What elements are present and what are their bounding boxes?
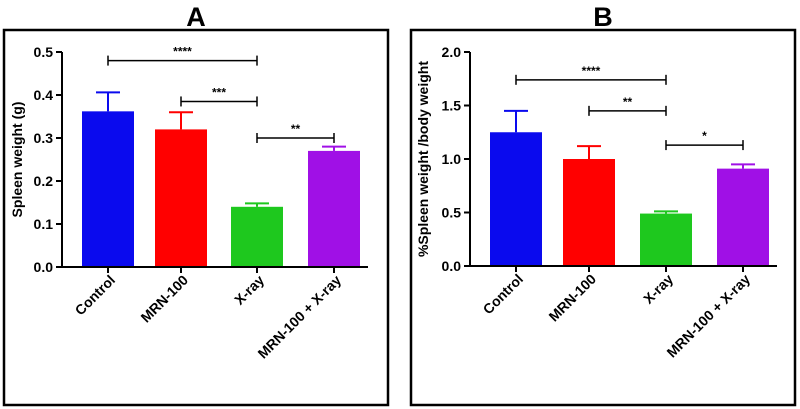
panel-b-label: B (593, 2, 613, 32)
x-tick-label-1: MRN-100 (137, 272, 191, 326)
x-tick-label-3: MRN-100 + X-ray (254, 272, 344, 362)
x-tick-label-2: X-ray (640, 271, 676, 307)
y-tick-label-3: 0.3 (34, 130, 54, 146)
x-tick-label-2: X-ray (231, 272, 267, 308)
bar-1 (563, 159, 615, 266)
x-tick-label-0: Control (72, 272, 119, 319)
y-tick-label-0: 0.0 (442, 258, 462, 274)
y-tick-label-2: 0.2 (34, 173, 54, 189)
bar-3 (308, 150, 360, 267)
panel-a-frame (2, 28, 390, 407)
x-tick-label-3: MRN-100 + X-ray (663, 271, 753, 361)
panel-b: B 0.0 0.5 1.0 1.5 2.0 Control MRN-100 X-rayMRN-… (409, 2, 797, 407)
sig-label-2: ** (291, 122, 301, 136)
bar-1 (155, 129, 207, 267)
x-tick-label-0: Control (480, 271, 527, 318)
y-tick-label-2: 1.0 (442, 151, 462, 167)
sig-label-1: ** (623, 95, 633, 109)
sig-label-1: *** (212, 85, 226, 99)
panel-b-frame (409, 28, 797, 407)
sig-label-0: **** (582, 64, 601, 78)
panel-a-label: A (186, 2, 206, 32)
y-tick-label-4: 2.0 (442, 44, 462, 60)
y-axis-title: Spleen weight (g) (9, 102, 25, 218)
bar-0 (82, 111, 134, 267)
plot-b: 0.0 0.5 1.0 1.5 2.0 Control MRN-100 X-rayMRN-10… (415, 44, 777, 361)
bar-0 (490, 132, 542, 266)
y-tick-label-5: 0.5 (34, 44, 54, 60)
sig-label-2: * (702, 129, 707, 143)
bar-2 (640, 213, 692, 266)
y-tick-label-4: 0.4 (34, 87, 54, 103)
y-axis-title: %Spleen weight /body weight (415, 61, 431, 257)
y-tick-label-1: 0.5 (442, 205, 462, 221)
sig-label-0: **** (173, 45, 192, 59)
x-tick-label-1: MRN-100 (545, 271, 599, 325)
bar-3 (717, 168, 769, 266)
y-tick-label-1: 0.1 (34, 216, 54, 232)
y-tick-label-3: 1.5 (442, 98, 462, 114)
panel-a: A 0.0 0.1 0.2 0.3 0.4 0.5 Control MRN-100 X-rayM… (2, 2, 390, 407)
bar-2 (231, 206, 283, 267)
plot-a: 0.0 0.1 0.2 0.3 0.4 0.5 Control MRN-100 X-rayMRN… (9, 44, 368, 362)
y-tick-label-0: 0.0 (34, 259, 54, 275)
